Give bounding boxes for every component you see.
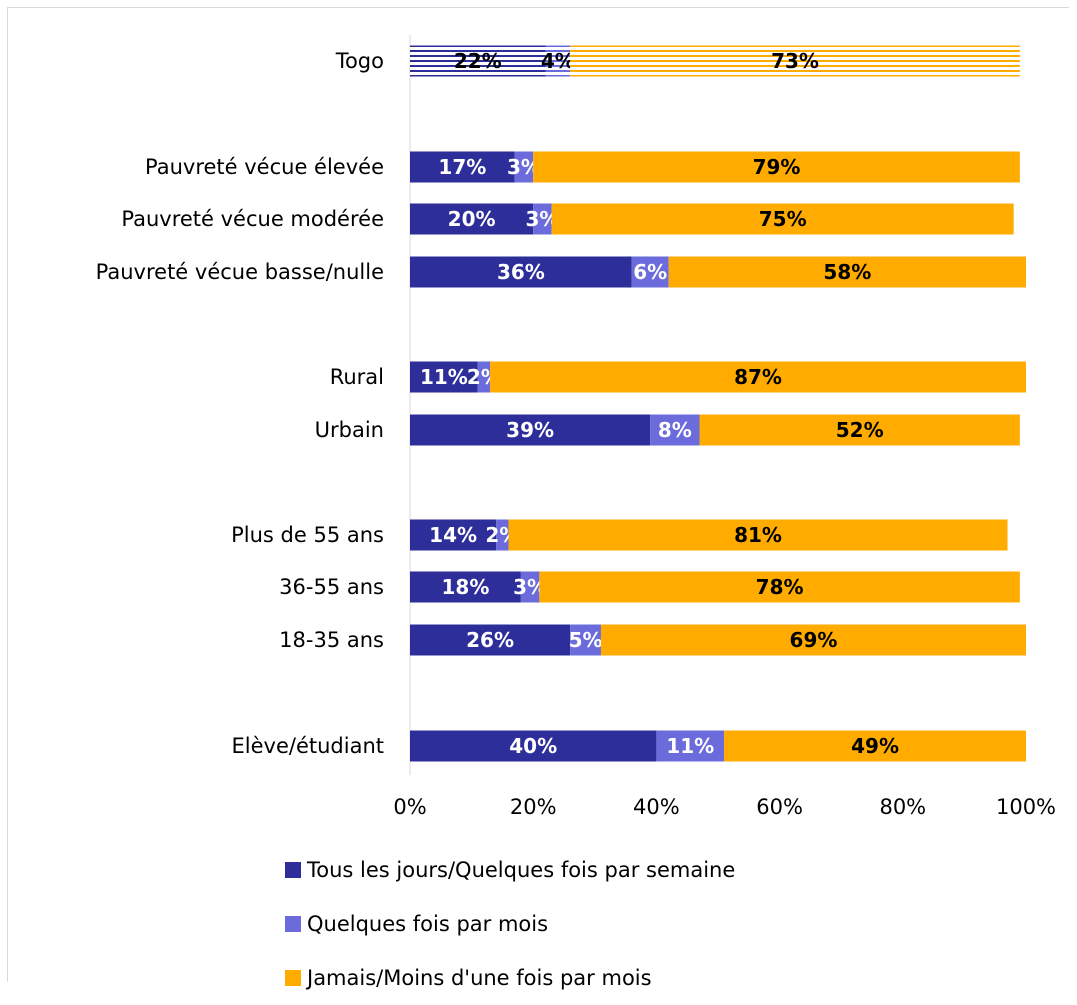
category-label: Plus de 55 ans — [231, 523, 384, 547]
bar-segment — [514, 151, 534, 183]
bar-segment — [724, 730, 1026, 762]
bar-segment — [551, 203, 1014, 235]
bar-value-label: 40% — [509, 734, 557, 758]
x-tick-label: 40% — [633, 795, 680, 819]
bar-segment — [668, 256, 1026, 288]
bar-value-label: 36% — [497, 260, 545, 284]
bar-value-label: 69% — [790, 628, 838, 652]
bar-segment — [699, 414, 1020, 446]
category-label: Pauvreté vécue élevée — [145, 155, 384, 179]
bar-value-label: 8% — [658, 418, 692, 442]
bar-value-label: 39% — [506, 418, 554, 442]
bar-segment — [533, 151, 1020, 183]
bar-value-label: 79% — [753, 155, 801, 179]
bar-segment — [490, 361, 1027, 393]
bar-segment — [656, 730, 725, 762]
bar-value-label: 73% — [771, 49, 819, 73]
legend: Tous les jours/Quelques fois par semaine… — [285, 843, 735, 1005]
bar-value-label: 75% — [759, 207, 807, 231]
bar-value-label: 78% — [756, 575, 804, 599]
bar-segment — [410, 361, 478, 393]
bar-value-label: 6% — [633, 260, 667, 284]
legend-item-daily-weekly: Tous les jours/Quelques fois par semaine — [285, 843, 735, 897]
x-tick-label: 80% — [879, 795, 926, 819]
bar-segment — [410, 256, 632, 288]
bar-segment — [410, 519, 497, 551]
bar-segment — [410, 624, 571, 656]
legend-swatch-daily-weekly — [285, 862, 301, 878]
bar-segment — [600, 624, 1026, 656]
bar-value-label: 11% — [666, 734, 714, 758]
bar-segment — [410, 571, 521, 603]
legend-swatch-monthly — [285, 916, 301, 932]
bar-value-label: 4% — [541, 49, 575, 73]
bar-value-label: 58% — [823, 260, 871, 284]
category-label: 36-55 ans — [279, 575, 384, 599]
category-label: Pauvreté vécue modérée — [121, 207, 384, 231]
bar-segment — [477, 361, 491, 393]
legend-swatch-never — [285, 970, 301, 986]
bar-segment — [631, 256, 669, 288]
bar-segment — [410, 414, 651, 446]
legend-label-monthly: Quelques fois par mois — [307, 912, 549, 936]
bar-segment — [570, 624, 601, 656]
bar-segment — [410, 151, 515, 183]
category-label: Pauvreté vécue basse/nulle — [96, 260, 384, 284]
legend-item-monthly: Quelques fois par mois — [285, 897, 735, 951]
bar-segment — [508, 519, 1008, 551]
bar-segment — [520, 571, 540, 603]
bar-value-label: 14% — [429, 523, 477, 547]
bar-value-label: 87% — [734, 365, 782, 389]
bar-segment — [533, 203, 552, 235]
legend-label-daily-weekly: Tous les jours/Quelques fois par semaine — [307, 858, 736, 882]
bar-segment — [410, 203, 534, 235]
legend-label-never: Jamais/Moins d'une fois par mois — [307, 966, 652, 990]
x-tick-label: 100% — [996, 795, 1056, 819]
category-labels: Togo Pauvreté vécue élevée Pauvreté vécue … — [96, 49, 384, 758]
bar-segment — [410, 730, 657, 762]
bar-value-label: 26% — [466, 628, 514, 652]
bar-segment — [545, 45, 571, 77]
chart-plot: 22% 4% 73%17% 3% 79%20% 3% 75%36% 6% 58%11% 2% 87%… — [96, 35, 1056, 819]
bars-group: 22% 4% 73%17% 3% 79%20% 3% 75%36% 6% 58%11% 2% 87%… — [410, 45, 1027, 762]
bar-value-label: 18% — [442, 575, 490, 599]
category-label: Elève/étudiant — [232, 734, 385, 758]
x-tick-labels: 0% 20% 40% 60% 80% 100% — [393, 795, 1056, 819]
bar-value-label: 20% — [448, 207, 496, 231]
bar-value-label: 5% — [569, 628, 603, 652]
bar-value-label: 49% — [851, 734, 899, 758]
category-label: Togo — [335, 49, 384, 73]
bar-segment — [410, 45, 546, 77]
x-tick-label: 60% — [756, 795, 803, 819]
chart-frame — [7, 7, 1069, 982]
bar-segment — [496, 519, 509, 551]
category-label: Rural — [330, 365, 384, 389]
bar-value-label: 11% — [420, 365, 468, 389]
bar-value-label: 52% — [836, 418, 884, 442]
legend-item-never: Jamais/Moins d'une fois par mois — [285, 951, 735, 1005]
category-label: 18-35 ans — [279, 628, 384, 652]
bar-segment — [539, 571, 1020, 603]
bar-value-label: 22% — [454, 49, 502, 73]
x-tick-label: 20% — [510, 795, 557, 819]
x-tick-label: 0% — [393, 795, 426, 819]
bar-segment — [650, 414, 700, 446]
bar-segment — [570, 45, 1020, 77]
bar-value-label: 17% — [438, 155, 486, 179]
bar-value-label: 81% — [734, 523, 782, 547]
category-label: Urbain — [315, 418, 384, 442]
